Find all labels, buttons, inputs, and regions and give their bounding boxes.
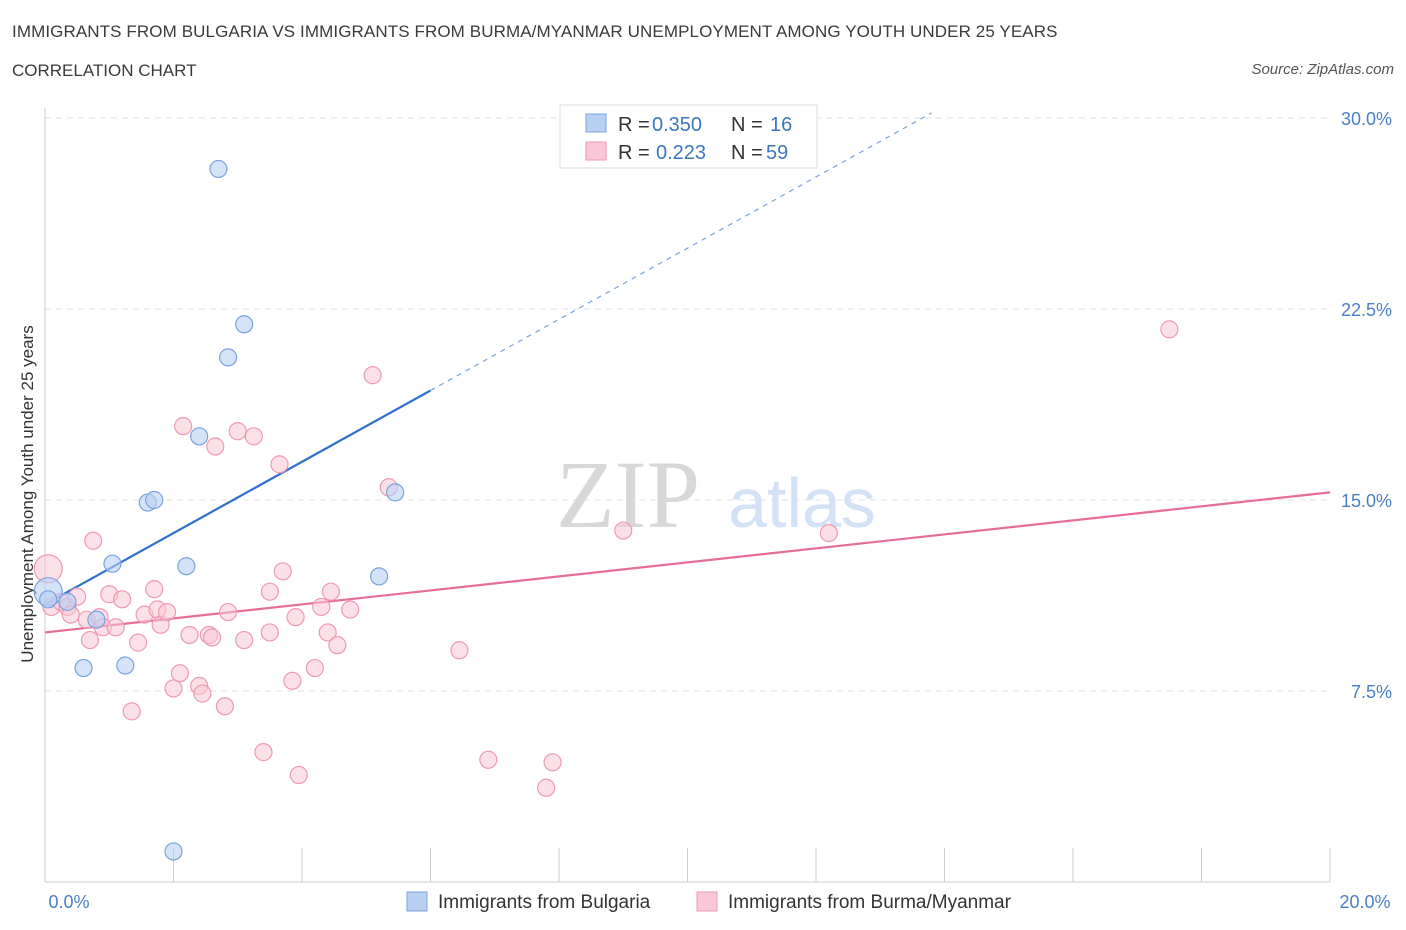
point-burma xyxy=(305,658,324,678)
point-bulgaria xyxy=(145,490,164,510)
point-burma xyxy=(170,664,190,683)
trendline-burma xyxy=(44,491,1331,634)
legend-n-value-burma: 59 xyxy=(766,142,788,164)
legend-n-label-burma: N = xyxy=(731,142,763,164)
y-tick-label: 30.0% xyxy=(1341,109,1392,129)
point-burma xyxy=(260,582,279,601)
point-burma xyxy=(614,521,633,540)
point-bulgaria xyxy=(74,658,93,678)
point-burma xyxy=(543,753,562,772)
point-burma xyxy=(129,633,148,652)
point-bulgaria xyxy=(164,842,183,861)
point-burma xyxy=(286,608,305,627)
point-burma xyxy=(479,750,498,769)
stats-legend: R = 0.350 N = 16 R = 0.223 N = 59 xyxy=(559,104,818,169)
point-burma xyxy=(260,623,279,642)
point-bulgaria xyxy=(116,656,135,675)
point-burma xyxy=(80,630,100,650)
bottom-legend-label-burma: Immigrants from Burma/Myanmar xyxy=(728,892,1012,913)
point-burma xyxy=(215,697,234,716)
x-tick-label-max: 20.0% xyxy=(1339,892,1390,912)
point-burma xyxy=(270,455,289,474)
point-burma xyxy=(363,366,382,385)
point-burma xyxy=(235,630,254,650)
trend-lines xyxy=(44,112,1331,634)
point-burma xyxy=(328,636,347,655)
legend-r-label-burma: R = xyxy=(618,142,650,164)
point-burma xyxy=(283,671,302,690)
point-burma xyxy=(289,765,308,785)
point-burma xyxy=(164,679,183,698)
legend-n-value-bulgaria: 16 xyxy=(770,114,792,136)
x-tick-label-min: 0.0% xyxy=(48,892,89,912)
legend-n-label-bulgaria: N = xyxy=(731,114,763,136)
point-bulgaria xyxy=(209,159,228,179)
point-burma xyxy=(84,531,103,550)
grid-lines xyxy=(45,117,1330,692)
point-burma xyxy=(450,641,469,660)
chart-title: IMMIGRANTS FROM BULGARIA VS IMMIGRANTS F… xyxy=(12,22,1058,41)
point-burma xyxy=(537,778,556,797)
point-burma xyxy=(180,625,199,645)
point-burma xyxy=(219,602,238,622)
legend-swatch-burma xyxy=(585,141,607,161)
point-bulgaria xyxy=(177,557,196,576)
point-bulgaria xyxy=(103,554,122,573)
point-burma xyxy=(112,590,132,609)
x-ticks xyxy=(44,848,1331,882)
point-burma xyxy=(318,623,337,642)
series-bulgaria-points xyxy=(33,159,405,861)
y-tick-labels: 7.5% 15.0% 22.5% 30.0% xyxy=(1341,109,1392,702)
point-burma xyxy=(174,417,193,436)
point-burma xyxy=(273,562,292,581)
legend-r-label-bulgaria: R = xyxy=(618,114,650,136)
watermark-atlas: atlas xyxy=(728,464,876,542)
point-burma xyxy=(312,597,331,617)
point-burma xyxy=(202,628,222,647)
point-burma xyxy=(321,582,341,601)
point-bulgaria xyxy=(370,567,389,586)
legend-r-value-burma: 0.223 xyxy=(656,142,706,164)
y-tick-label: 22.5% xyxy=(1341,300,1392,320)
point-bulgaria xyxy=(190,427,209,446)
bottom-legend-swatch-bulgaria xyxy=(406,891,428,912)
legend-swatch-bulgaria xyxy=(585,113,607,133)
point-burma xyxy=(122,702,141,721)
point-burma xyxy=(145,580,164,599)
series-legend: Immigrants from Bulgaria Immigrants from… xyxy=(406,891,1012,913)
point-bulgaria xyxy=(386,483,405,502)
legend-r-value-bulgaria: 0.350 xyxy=(652,114,702,136)
point-burma xyxy=(206,437,225,456)
point-bulgaria xyxy=(39,590,58,609)
source-label: Source: ZipAtlas.com xyxy=(1251,61,1394,78)
chart-subtitle: CORRELATION CHART xyxy=(12,61,197,80)
series-burma-points xyxy=(33,320,1179,797)
point-burma xyxy=(106,618,125,637)
point-burma xyxy=(244,427,263,446)
bottom-legend-swatch-burma xyxy=(696,891,718,912)
point-bulgaria xyxy=(219,348,238,367)
point-bulgaria xyxy=(87,610,106,629)
point-burma xyxy=(254,743,273,762)
point-burma xyxy=(819,524,838,543)
bottom-legend-label-bulgaria: Immigrants from Bulgaria xyxy=(438,892,651,913)
point-burma xyxy=(1160,320,1179,339)
y-axis-label: Unemployment Among Youth under 25 years xyxy=(18,325,37,662)
point-burma xyxy=(193,684,212,703)
watermark: ZIP atlas xyxy=(556,441,876,548)
y-tick-label: 15.0% xyxy=(1341,491,1392,511)
point-burma xyxy=(157,602,177,622)
point-burma xyxy=(341,600,360,619)
point-bulgaria xyxy=(235,315,254,334)
point-bulgaria xyxy=(58,592,77,611)
point-burma xyxy=(228,422,247,441)
y-tick-label: 7.5% xyxy=(1351,682,1392,702)
